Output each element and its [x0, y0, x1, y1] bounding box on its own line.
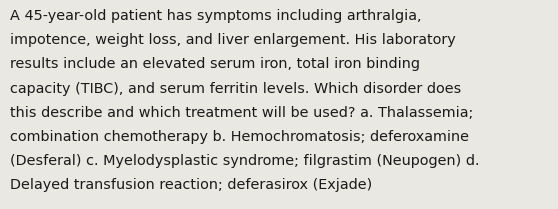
Text: combination chemotherapy b. Hemochromatosis; deferoxamine: combination chemotherapy b. Hemochromato… [10, 130, 469, 144]
Text: (Desferal) c. Myelodysplastic syndrome; filgrastim (Neupogen) d.: (Desferal) c. Myelodysplastic syndrome; … [10, 154, 479, 168]
Text: results include an elevated serum iron, total iron binding: results include an elevated serum iron, … [10, 57, 420, 71]
Text: capacity (TIBC), and serum ferritin levels. Which disorder does: capacity (TIBC), and serum ferritin leve… [10, 82, 461, 96]
Text: Delayed transfusion reaction; deferasirox (Exjade): Delayed transfusion reaction; deferasiro… [10, 178, 372, 192]
Text: this describe and which treatment will be used? a. Thalassemia;: this describe and which treatment will b… [10, 106, 473, 120]
Text: impotence, weight loss, and liver enlargement. His laboratory: impotence, weight loss, and liver enlarg… [10, 33, 456, 47]
Text: A 45-year-old patient has symptoms including arthralgia,: A 45-year-old patient has symptoms inclu… [10, 9, 421, 23]
